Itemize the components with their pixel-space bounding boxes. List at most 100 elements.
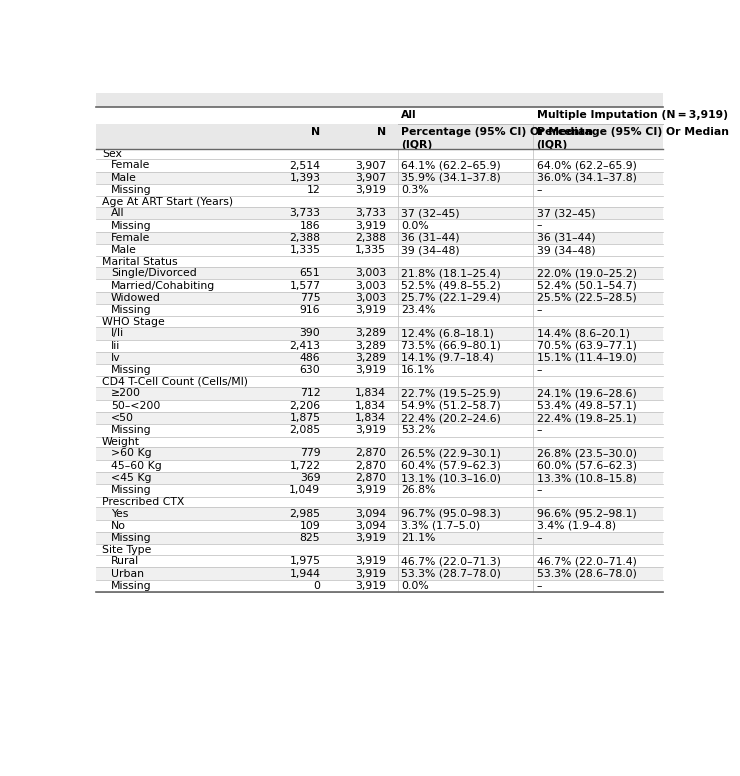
- Text: No: No: [111, 521, 126, 531]
- Bar: [95, 472, 663, 484]
- Bar: [95, 317, 663, 327]
- Bar: [95, 171, 663, 184]
- Text: 52.5% (49.8–55.2): 52.5% (49.8–55.2): [401, 281, 501, 291]
- Text: 12: 12: [306, 185, 320, 195]
- Text: 52.4% (50.1–54.7): 52.4% (50.1–54.7): [536, 281, 636, 291]
- Text: I/Ii: I/Ii: [111, 328, 124, 338]
- Text: <50: <50: [111, 413, 134, 423]
- Text: 60.0% (57.6–62.3): 60.0% (57.6–62.3): [536, 461, 636, 471]
- Text: 64.1% (62.2–65.9): 64.1% (62.2–65.9): [401, 161, 501, 171]
- Bar: [95, 387, 663, 400]
- Text: N: N: [312, 126, 320, 137]
- Text: <45 Kg: <45 Kg: [111, 473, 152, 483]
- Text: 2,085: 2,085: [289, 425, 320, 435]
- Text: 36.0% (34.1–37.8): 36.0% (34.1–37.8): [536, 173, 636, 183]
- Bar: [95, 124, 663, 148]
- Text: Female: Female: [111, 233, 150, 243]
- Bar: [95, 267, 663, 279]
- Text: 1,975: 1,975: [289, 556, 320, 566]
- Text: All: All: [111, 208, 124, 218]
- Bar: [95, 567, 663, 580]
- Text: 16.1%: 16.1%: [401, 365, 435, 376]
- Bar: [95, 304, 663, 317]
- Text: 3,919: 3,919: [355, 533, 386, 543]
- Text: 39 (34–48): 39 (34–48): [536, 245, 595, 255]
- Text: Missing: Missing: [111, 220, 152, 230]
- Text: 1,722: 1,722: [289, 461, 320, 471]
- Bar: [95, 107, 663, 124]
- Text: 70.5% (63.9–77.1): 70.5% (63.9–77.1): [536, 341, 636, 351]
- Text: Missing: Missing: [111, 533, 152, 543]
- Bar: [95, 159, 663, 171]
- Text: Yes: Yes: [111, 508, 129, 518]
- Text: Missing: Missing: [111, 425, 152, 435]
- Text: 73.5% (66.9–80.1): 73.5% (66.9–80.1): [401, 341, 501, 351]
- Text: 60.4% (57.9–62.3): 60.4% (57.9–62.3): [401, 461, 501, 471]
- Bar: [95, 412, 663, 424]
- Text: 50–<200: 50–<200: [111, 400, 161, 411]
- Text: 46.7% (22.0–71.4): 46.7% (22.0–71.4): [536, 556, 636, 566]
- Text: 1,944: 1,944: [289, 569, 320, 579]
- Text: 3,733: 3,733: [289, 208, 320, 218]
- Text: 3,094: 3,094: [355, 521, 386, 531]
- Text: 916: 916: [300, 305, 320, 315]
- Text: 3,919: 3,919: [355, 220, 386, 230]
- Text: 1,049: 1,049: [289, 486, 320, 495]
- Text: 2,870: 2,870: [355, 461, 386, 471]
- Text: Weight: Weight: [102, 437, 140, 447]
- Bar: [95, 400, 663, 412]
- Text: 22.4% (19.8–25.1): 22.4% (19.8–25.1): [536, 413, 636, 423]
- Text: 0.0%: 0.0%: [401, 581, 428, 591]
- Text: 775: 775: [300, 293, 320, 303]
- Text: 3,003: 3,003: [355, 268, 386, 279]
- Text: Rural: Rural: [111, 556, 139, 566]
- Bar: [95, 207, 663, 220]
- Text: 3.4% (1.9–4.8): 3.4% (1.9–4.8): [536, 521, 616, 531]
- Text: Missing: Missing: [111, 486, 152, 495]
- Text: 2,985: 2,985: [289, 508, 320, 518]
- Text: 53.4% (49.8–57.1): 53.4% (49.8–57.1): [536, 400, 636, 411]
- Text: 369: 369: [300, 473, 320, 483]
- Text: N: N: [377, 126, 386, 137]
- Text: CD4 T-Cell Count (Cells/Ml): CD4 T-Cell Count (Cells/Ml): [102, 377, 248, 387]
- Text: >60 Kg: >60 Kg: [111, 449, 152, 459]
- Bar: [95, 184, 663, 196]
- Bar: [95, 340, 663, 352]
- Text: 1,335: 1,335: [355, 245, 386, 255]
- Text: 14.4% (8.6–20.1): 14.4% (8.6–20.1): [536, 328, 630, 338]
- Text: Marital Status: Marital Status: [102, 257, 178, 267]
- Bar: [95, 580, 663, 592]
- Bar: [95, 352, 663, 364]
- Text: 96.7% (95.0–98.3): 96.7% (95.0–98.3): [401, 508, 501, 518]
- Bar: [95, 459, 663, 472]
- Text: Missing: Missing: [111, 365, 152, 376]
- Text: –: –: [536, 365, 542, 376]
- Text: 21.1%: 21.1%: [401, 533, 435, 543]
- Text: 24.1% (19.6–28.6): 24.1% (19.6–28.6): [536, 389, 636, 398]
- Text: 35.9% (34.1–37.8): 35.9% (34.1–37.8): [401, 173, 501, 183]
- Text: 26.8%: 26.8%: [401, 486, 435, 495]
- Text: WHO Stage: WHO Stage: [102, 317, 164, 327]
- Text: –: –: [536, 220, 542, 230]
- Text: 3,919: 3,919: [355, 486, 386, 495]
- Bar: [95, 232, 663, 244]
- Text: –: –: [536, 185, 542, 195]
- Text: –: –: [536, 305, 542, 315]
- Text: 630: 630: [300, 365, 320, 376]
- Text: –: –: [536, 581, 542, 591]
- Text: 37 (32–45): 37 (32–45): [401, 208, 460, 218]
- Text: 36 (31–44): 36 (31–44): [536, 233, 595, 243]
- Text: 0.3%: 0.3%: [401, 185, 428, 195]
- Text: Age At ART Start (Years): Age At ART Start (Years): [102, 196, 233, 206]
- Text: 96.6% (95.2–98.1): 96.6% (95.2–98.1): [536, 508, 636, 518]
- Text: 3,094: 3,094: [355, 508, 386, 518]
- Text: –: –: [536, 486, 542, 495]
- Text: 3,003: 3,003: [355, 281, 386, 291]
- Bar: [95, 532, 663, 544]
- Text: 3,289: 3,289: [355, 341, 386, 351]
- Text: 3,919: 3,919: [355, 365, 386, 376]
- Text: 2,514: 2,514: [289, 161, 320, 171]
- Text: Site Type: Site Type: [102, 545, 151, 555]
- Text: 779: 779: [300, 449, 320, 459]
- Text: Urban: Urban: [111, 569, 144, 579]
